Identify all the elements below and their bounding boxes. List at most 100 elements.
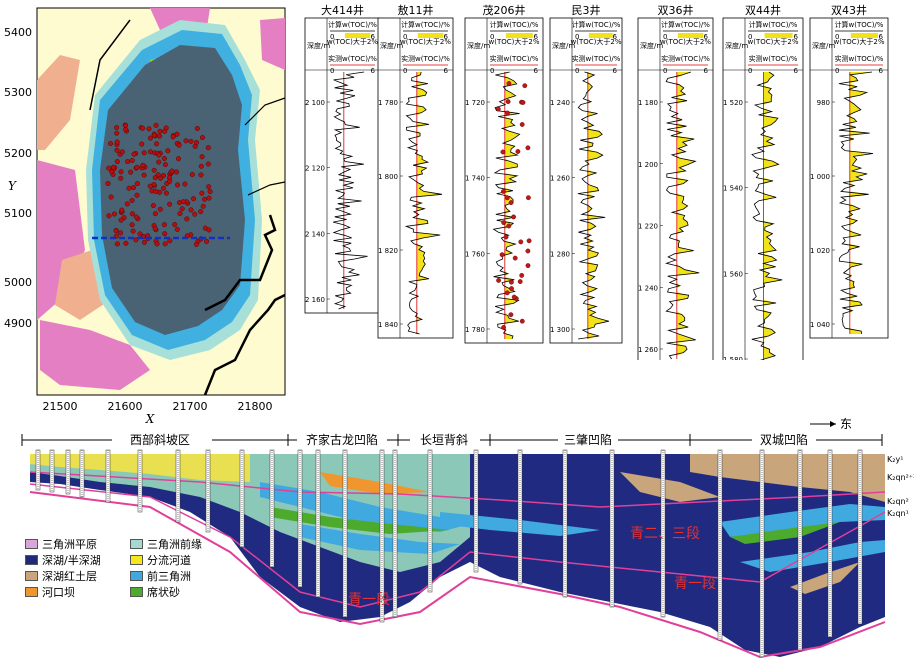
log-header: 实测w(TOC)/% — [661, 54, 710, 63]
sample-points — [105, 122, 213, 247]
measured-point — [525, 248, 531, 254]
sample-point — [152, 211, 158, 217]
sample-point — [192, 211, 198, 217]
sample-point — [124, 201, 130, 207]
measured-point — [501, 220, 507, 226]
measured-point — [519, 122, 525, 127]
zone-label: 长垣背斜 — [420, 433, 468, 447]
scale-max: 6 — [534, 33, 539, 41]
direction-label: 东 — [840, 417, 852, 431]
sample-point — [161, 155, 167, 161]
sample-point — [206, 227, 212, 233]
depth-tick: 980 — [817, 99, 830, 107]
unit-label: 青一段 — [674, 576, 716, 592]
sample-point — [200, 203, 206, 209]
legend: 三角洲平原 三角洲前缘 深湖/半深湖 分流河道 深湖红土层 前三角洲 河口坝 席… — [25, 537, 275, 627]
stratal-line — [29, 471, 886, 508]
measured-point — [517, 279, 523, 284]
sample-point — [126, 185, 132, 191]
scale-min: 0 — [663, 33, 667, 41]
scale-max: 6 — [613, 33, 618, 41]
sample-point — [123, 240, 129, 246]
sample-point — [169, 168, 175, 174]
legend-swatch — [130, 571, 143, 581]
measured-point — [518, 239, 524, 245]
measured-point — [506, 81, 512, 86]
toc-curve — [332, 71, 368, 310]
sample-point — [109, 169, 115, 175]
well-name: 双43井 — [831, 3, 867, 17]
zone-label: 齐家古龙凹陷 — [306, 432, 378, 447]
legend-swatch — [25, 555, 38, 565]
sample-point — [105, 180, 111, 186]
sample-point — [157, 128, 163, 134]
basin-boundary — [203, 293, 286, 396]
sample-point — [184, 216, 190, 222]
log-header: 计算w(TOC)/% — [490, 20, 539, 29]
strata-label: K₂y¹ — [887, 455, 903, 464]
log-header: 计算w(TOC)/% — [835, 20, 884, 29]
depth-tick: 1 280 — [550, 250, 570, 258]
depth-tick: 1 820 — [378, 247, 398, 255]
zone-separators — [21, 434, 883, 446]
sample-point — [205, 145, 211, 151]
sample-point — [162, 128, 168, 134]
sample-point — [137, 231, 143, 237]
sample-point — [118, 230, 124, 236]
sample-point — [167, 201, 173, 207]
scale-max: 6 — [879, 33, 884, 41]
depth-tick: 2 140 — [305, 230, 325, 238]
gt2-swatch — [344, 33, 371, 38]
well-name: 双44井 — [745, 3, 781, 17]
sample-point — [118, 169, 124, 175]
sample-point — [111, 211, 117, 217]
scale-min: 0 — [403, 33, 407, 41]
legend-swatch — [25, 587, 38, 597]
sample-point — [177, 210, 183, 216]
y-tick: 4900 — [4, 317, 32, 330]
y-tick: 5100 — [4, 207, 32, 220]
delta-plain-region — [37, 160, 85, 320]
toc-curve — [492, 71, 521, 340]
log-header: 实测w(TOC)/% — [401, 54, 450, 63]
measured-point — [500, 188, 506, 194]
legend-item: 三角洲平原 — [25, 537, 97, 551]
sample-point — [199, 190, 205, 196]
sample-point — [157, 206, 163, 212]
depth-tick: 1 760 — [465, 250, 485, 258]
legend-label: 席状砂 — [147, 586, 180, 599]
legend-label: 分流河道 — [147, 554, 191, 567]
red-layer-body — [690, 454, 885, 502]
sample-point — [106, 213, 112, 219]
depth-tick: 1 840 — [378, 321, 398, 329]
y-tick: 5400 — [4, 26, 32, 39]
sample-point — [129, 211, 135, 217]
log-header: 实测w(TOC)/% — [749, 54, 798, 63]
log-frame — [637, 17, 714, 360]
scale-max: 6 — [879, 67, 884, 75]
sample-point — [190, 196, 196, 202]
sample-point — [147, 183, 153, 189]
legend-swatch — [130, 539, 143, 549]
depth-tick: 1 780 — [465, 326, 485, 334]
x-tick: 21700 — [173, 400, 208, 413]
measured-point — [504, 195, 510, 201]
measured-point — [525, 195, 531, 201]
well-name: 双36井 — [658, 3, 694, 17]
map-y-ticks: 5400 5300 5200 5100 5000 4900 — [4, 26, 32, 330]
legend-item: 三角洲前缘 — [130, 537, 202, 551]
legend-item: 分流河道 — [130, 553, 191, 567]
sample-point — [110, 164, 116, 170]
sample-point — [108, 140, 114, 146]
depth-tick: 1 180 — [638, 99, 658, 107]
depth-tick: 1 740 — [465, 175, 485, 183]
legend-item: 前三角洲 — [130, 569, 191, 583]
toc-curve — [838, 71, 874, 335]
unit-label: 青一段 — [348, 592, 390, 608]
gt2-swatch — [588, 33, 613, 38]
sample-point — [162, 162, 168, 168]
toc-fill — [504, 72, 520, 339]
sample-point — [119, 149, 125, 155]
